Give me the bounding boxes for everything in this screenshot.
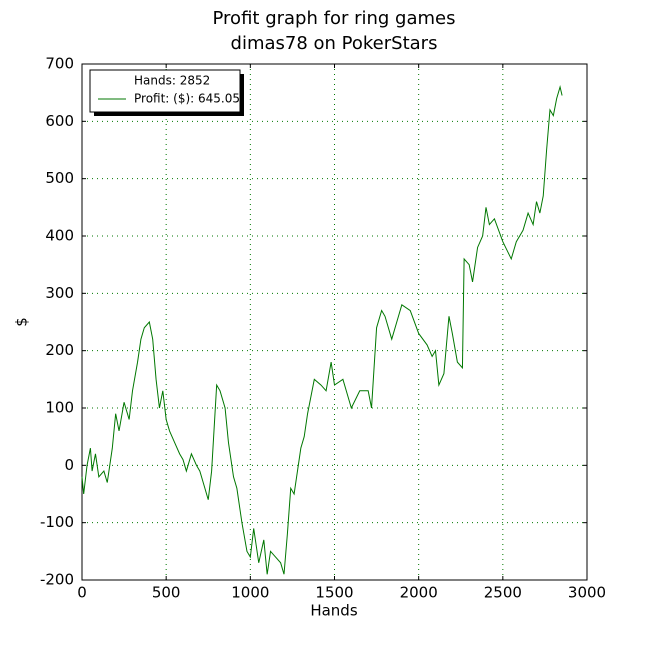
- x-tick-label: 1500: [315, 584, 353, 602]
- y-tick-label: 700: [45, 55, 74, 73]
- y-tick-label: 100: [45, 399, 74, 417]
- profit-line: [81, 84, 563, 575]
- x-tick-label: 2500: [484, 584, 522, 602]
- y-tick-label: -200: [40, 571, 74, 589]
- legend-box: [89, 69, 241, 113]
- x-tick-label: 1000: [231, 584, 269, 602]
- legend-label: Profit: ($): 645.05: [134, 92, 240, 106]
- y-tick-label: -100: [40, 513, 74, 531]
- y-tick-label: 400: [45, 227, 74, 245]
- y-tick-label: 500: [45, 169, 74, 187]
- x-tick-label: 2000: [400, 584, 438, 602]
- legend-title: Hands: 2852: [134, 74, 210, 88]
- x-tick-label: 3000: [568, 584, 606, 602]
- y-tick-label: 200: [45, 341, 74, 359]
- y-tick-label: 300: [45, 284, 74, 302]
- x-axis-label: Hands: [310, 602, 357, 620]
- x-tick-label: 0: [77, 584, 87, 602]
- y-tick-label: 600: [45, 112, 74, 130]
- plot-frame: [81, 63, 588, 581]
- chart-subtitle: dimas78 on PokerStars: [231, 33, 438, 54]
- chart-title: Profit graph for ring games: [213, 8, 456, 29]
- y-tick-label: 0: [64, 456, 74, 474]
- x-tick-label: 500: [152, 584, 181, 602]
- y-axis-label: $: [13, 317, 31, 327]
